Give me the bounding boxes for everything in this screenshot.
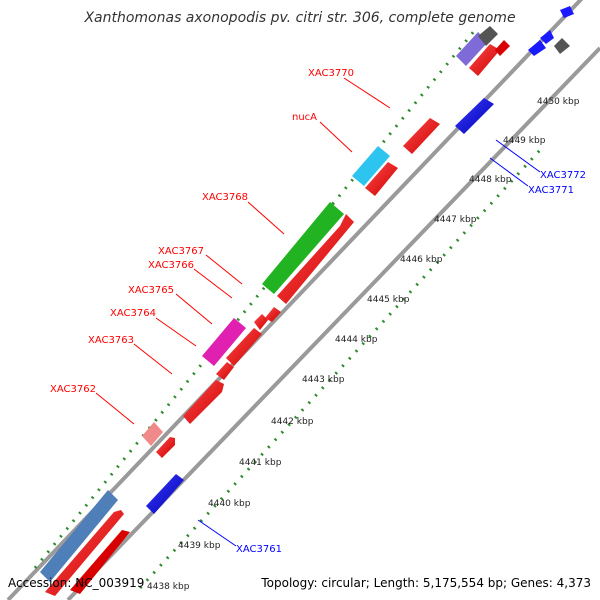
feature-box-cyan[interactable] [352,146,390,186]
gene-label[interactable]: XAC3770 [308,68,354,79]
gene-arrow[interactable] [365,162,398,196]
tick-label: 4443 kbp [302,375,345,385]
gene-arrow[interactable] [403,118,440,154]
gene-arrow[interactable] [265,307,281,322]
gene-arrow[interactable] [70,530,130,594]
backbone-line-inner [66,46,600,600]
tick-label: 4448 kbp [469,175,512,185]
gene-arrow[interactable] [455,98,494,134]
gene-label[interactable]: XAC3765 [128,285,174,296]
gene-arrow[interactable] [216,362,234,380]
gene-arrow[interactable] [45,510,124,596]
feature-box-green[interactable] [262,202,344,294]
gene-label[interactable]: XAC3766 [148,260,194,271]
tick-label: 4440 kbp [208,499,251,509]
gene-label[interactable]: XAC3767 [158,246,204,257]
leader-line [193,268,233,299]
tick-label: 4446 kbp [400,255,443,265]
gene-arrow[interactable] [469,44,500,76]
gene-label[interactable]: XAC3768 [202,192,248,203]
forward-gene-track [45,40,510,596]
accession-text: Accession: NC_003919 [8,576,145,590]
gene-arrow[interactable] [528,40,546,56]
gene-arrow[interactable] [226,328,262,366]
leader-line [489,157,529,187]
feature-box-purple[interactable] [456,32,488,66]
leader-line [343,77,391,109]
gene-label[interactable]: XAC3763 [88,335,134,346]
gene-label[interactable]: XAC3764 [110,308,156,319]
leader-line [155,317,197,347]
tick-label: 4447 kbp [434,215,477,225]
gene-arrow[interactable] [156,437,175,458]
reverse-gene-labels: XAC3772 XAC3771 XAC3761 [197,139,586,555]
leader-line [197,519,237,547]
feature-box-magenta[interactable] [202,318,246,366]
feature-boxes [40,26,498,582]
leader-line [319,121,353,153]
leader-line [95,392,135,425]
tick-label: 4442 kbp [271,417,314,427]
tick-label: 4445 kbp [367,295,410,305]
gene-label[interactable]: XAC3771 [528,185,574,196]
gene-arrow[interactable] [146,474,184,514]
gene-arrow[interactable] [495,40,510,56]
gene-label[interactable]: XAC3772 [540,170,586,181]
gene-label[interactable]: XAC3761 [236,544,282,555]
feature-box-grey[interactable] [478,26,498,46]
feature-box-pink[interactable] [142,422,163,446]
tick-label: 4441 kbp [239,458,282,468]
gene-label[interactable]: nucA [292,112,317,123]
kbp-tick-labels: 4438 kbp 4439 kbp 4440 kbp 4441 kbp 4442… [147,97,580,592]
leader-line [175,293,213,325]
gene-label[interactable]: XAC3762 [50,384,96,395]
gene-arrow[interactable] [540,30,554,44]
genome-title: Xanthomonas axonopodis pv. citri str. 30… [84,10,516,26]
reverse-gene-track [146,6,574,514]
topology-summary: Topology: circular; Length: 5,175,554 bp… [261,576,591,590]
tick-label: 4439 kbp [178,541,221,551]
feature-box-steelblue[interactable] [40,490,118,582]
tick-label: 4444 kbp [335,335,378,345]
leader-line [247,201,285,235]
forward-gene-labels: XAC3770 nucA XAC3768 XAC3767 XAC3766 XAC… [50,68,391,425]
leader-line [205,254,243,285]
leader-line [495,139,541,173]
gene-arrow[interactable] [254,314,268,330]
leader-line [133,343,173,375]
tick-label: 4438 kbp [147,582,190,592]
tick-label: 4449 kbp [503,136,546,146]
gene-arrow[interactable] [560,6,574,18]
tick-label: 4450 kbp [537,97,580,107]
gene-arrow[interactable] [183,380,224,424]
gene-arrow[interactable] [554,38,570,54]
gene-arrow[interactable] [277,214,354,304]
